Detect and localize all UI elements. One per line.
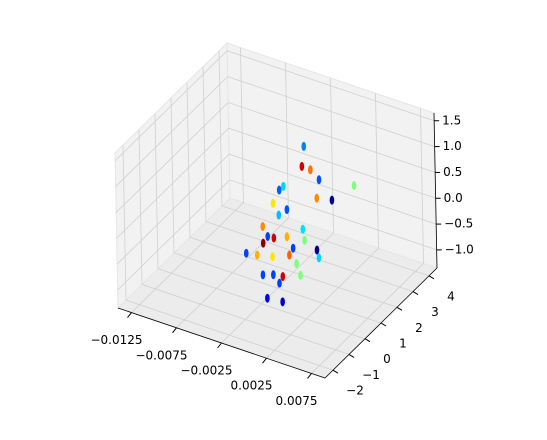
point bbox=[287, 250, 292, 260]
point bbox=[316, 253, 322, 263]
point bbox=[314, 245, 320, 255]
point bbox=[265, 293, 270, 303]
point bbox=[290, 243, 296, 253]
point bbox=[260, 221, 266, 231]
point bbox=[260, 238, 266, 248]
point bbox=[280, 272, 286, 282]
z-tick-label: 1.5 bbox=[442, 113, 461, 127]
y-tick bbox=[348, 353, 355, 358]
grid-line bbox=[186, 82, 398, 308]
grid-line bbox=[266, 93, 379, 359]
z-tick-label: −1.0 bbox=[445, 242, 474, 256]
point bbox=[329, 195, 335, 205]
point bbox=[270, 198, 276, 208]
z-tick-label: 0.0 bbox=[444, 191, 463, 205]
grid-line bbox=[218, 50, 430, 277]
point bbox=[298, 270, 303, 280]
x-tick bbox=[217, 342, 222, 349]
z-tick-label: −0.5 bbox=[444, 217, 473, 231]
grid-line bbox=[116, 153, 437, 265]
grid-line bbox=[115, 101, 436, 213]
point bbox=[271, 270, 276, 280]
point bbox=[260, 270, 266, 280]
y-tick bbox=[364, 338, 371, 343]
z-tick-label: 0.5 bbox=[443, 165, 462, 179]
grid-line bbox=[154, 113, 366, 340]
y-tick bbox=[332, 369, 339, 374]
point bbox=[314, 193, 320, 203]
y-tick-label: −2 bbox=[346, 384, 364, 398]
x-tick-label: −0.0125 bbox=[90, 333, 142, 347]
y-tick-label: −1 bbox=[362, 368, 380, 382]
y-tick bbox=[428, 275, 435, 280]
y-tick-label: 1 bbox=[399, 337, 407, 351]
z-tick-label: 1.0 bbox=[443, 139, 462, 153]
point bbox=[302, 235, 307, 245]
y-tick-label: 0 bbox=[383, 352, 391, 366]
point bbox=[270, 252, 275, 262]
point bbox=[294, 259, 299, 269]
grid-line bbox=[122, 145, 334, 371]
point bbox=[276, 185, 282, 195]
x-tick-label: 0.0075 bbox=[276, 394, 318, 408]
y-tick-label: 2 bbox=[415, 321, 423, 335]
grid-line bbox=[115, 76, 435, 187]
z-axis bbox=[433, 112, 438, 269]
y-tick bbox=[412, 291, 419, 296]
y-tick bbox=[380, 322, 387, 327]
point bbox=[254, 250, 260, 260]
grid-line bbox=[138, 129, 350, 355]
point bbox=[271, 233, 277, 243]
grid-line bbox=[202, 66, 414, 292]
y-tick bbox=[396, 306, 403, 311]
point bbox=[300, 224, 306, 234]
grid-line bbox=[117, 179, 437, 291]
point bbox=[301, 141, 307, 151]
x-tick-label: 0.0025 bbox=[231, 379, 273, 393]
grid-line bbox=[176, 62, 289, 329]
point bbox=[276, 210, 282, 220]
x-tick bbox=[127, 312, 132, 318]
grid-line bbox=[116, 127, 436, 239]
x-tick bbox=[262, 357, 267, 364]
point bbox=[316, 175, 322, 185]
grid-line bbox=[170, 97, 382, 324]
point bbox=[280, 297, 285, 307]
grid-line bbox=[221, 77, 334, 344]
x-tick-label: −0.0025 bbox=[180, 364, 232, 378]
point bbox=[284, 232, 290, 242]
point bbox=[308, 165, 313, 175]
y-tick-label: 4 bbox=[447, 289, 455, 303]
x-tick bbox=[172, 327, 177, 334]
point bbox=[281, 181, 286, 191]
point bbox=[265, 232, 271, 242]
grid-line bbox=[131, 47, 244, 313]
y-tick-label: 3 bbox=[431, 305, 439, 319]
x-tick bbox=[307, 373, 312, 379]
point bbox=[243, 248, 249, 258]
grid-line bbox=[311, 108, 424, 374]
point bbox=[284, 205, 290, 215]
point bbox=[299, 161, 305, 171]
point bbox=[351, 181, 357, 191]
grid-line bbox=[114, 50, 435, 162]
x-tick-label: −0.0075 bbox=[135, 348, 187, 362]
point bbox=[277, 278, 282, 288]
